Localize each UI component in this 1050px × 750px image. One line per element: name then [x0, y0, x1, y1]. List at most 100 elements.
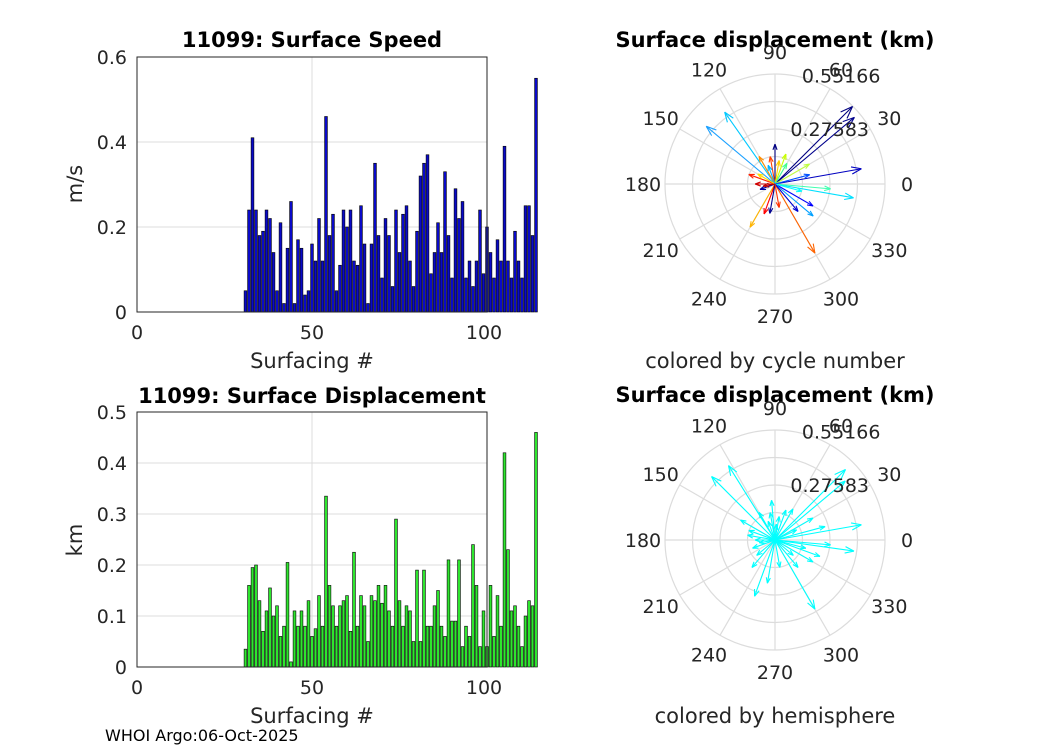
- polar-cycle-arrow: [763, 183, 776, 215]
- speed-bar: [446, 235, 451, 313]
- polar-cycle-arrow: [758, 155, 776, 185]
- polar-hemi-arrow: [774, 539, 831, 548]
- polar-cycle-arrow: [724, 111, 776, 185]
- disp-bar: [289, 661, 293, 668]
- disp-bar: [254, 564, 258, 668]
- disp-bar: [278, 636, 283, 668]
- disp-bar: [299, 610, 304, 668]
- speed-bar: [495, 239, 500, 313]
- polar-cycle-arrow: [754, 181, 775, 187]
- speed-bar: [523, 205, 528, 313]
- polar-cycle-radius-label: 0.55166: [802, 65, 881, 87]
- speed-bar: [355, 264, 360, 313]
- speed-bar: [317, 218, 321, 313]
- polar-hemi-arrow: [774, 539, 794, 556]
- speed-bar: [345, 226, 349, 313]
- speed-bar: [338, 264, 342, 313]
- disp-bar: [362, 605, 367, 668]
- disp-bar: [530, 605, 535, 668]
- polar-hemi-arrow: [740, 519, 776, 541]
- disp-bar: [285, 562, 290, 668]
- speed-bar: [488, 252, 493, 313]
- polar-cycle-angle-label: 240: [691, 288, 727, 310]
- disp-bar: [331, 605, 335, 668]
- speed-bar: [429, 273, 433, 313]
- speed-bar: [278, 222, 283, 313]
- polar-hemi-arrow: [754, 537, 775, 543]
- polar-cycle-arrow: [774, 162, 788, 185]
- speed-bar: [376, 235, 381, 313]
- speed-bar: [341, 209, 346, 313]
- speed-bar: [481, 273, 486, 313]
- disp-bar: [527, 600, 531, 668]
- polar-hemi-arrow: [769, 500, 776, 541]
- polar-cycle-arrow: [774, 166, 862, 185]
- polar-cycle-arrow: [774, 183, 803, 193]
- speed-bar: [247, 209, 251, 313]
- polar-cycle-angle-label: 270: [757, 306, 793, 328]
- disp-bar: [296, 625, 300, 668]
- polar-hemi-arrow: [711, 476, 776, 541]
- speed-bar: [471, 286, 475, 313]
- speed-bar: [366, 303, 370, 313]
- speed-ylabel: m/s: [63, 165, 87, 203]
- disp-bar: [257, 600, 262, 668]
- disp-bar: [306, 600, 311, 668]
- polar-cycle-labels: 0 30 60 90 120 150 180 210 240 270 300 330 0.27583 0.…: [625, 42, 913, 328]
- speed-bar: [408, 260, 412, 313]
- speed-bar: [324, 116, 328, 313]
- polar-hemi-arrow: [774, 539, 816, 610]
- disp-ytick: 0.2: [97, 555, 127, 577]
- polar-hemi-angle-label: 270: [757, 662, 793, 684]
- disp-bar: [520, 646, 524, 668]
- disp-bar: [380, 602, 384, 668]
- polar-hemi-arrow: [774, 522, 862, 541]
- disp-bar: [450, 620, 454, 668]
- polar-hemi-radius-label: 0.55166: [802, 421, 881, 443]
- polar-cycle-caption: colored by cycle number: [645, 349, 905, 373]
- disp-bar: [376, 585, 381, 668]
- disp-bar: [303, 625, 307, 668]
- disp-bar: [499, 625, 503, 668]
- polar-cycle-angle-label: 120: [691, 60, 727, 82]
- polar-hemi-angle-label: 210: [643, 596, 679, 618]
- polar-hemi-arrow: [756, 539, 776, 556]
- polar-cycle-angle-label: 150: [643, 108, 679, 130]
- disp-bar: [292, 610, 297, 668]
- disp-bar: [387, 610, 391, 668]
- speed-bar: [415, 230, 419, 313]
- speed-xtick: 50: [300, 322, 324, 344]
- disp-title: 11099: Surface Displacement: [138, 384, 486, 408]
- speed-bar: [373, 162, 377, 313]
- disp-ytick: 0.1: [97, 606, 127, 628]
- polar-hemi-arrow: [774, 539, 799, 568]
- polar-cycle-angle-label: 90: [763, 42, 787, 64]
- speed-bar: [250, 137, 255, 313]
- speed-bar: [457, 218, 461, 313]
- polar-cycle-angle-label: 330: [871, 240, 907, 262]
- polar-cycle-angle-label: 210: [643, 240, 679, 262]
- speed-bar: [509, 277, 514, 313]
- disp-bar: [345, 595, 349, 668]
- disp-bar: [268, 587, 272, 668]
- disp-bar: [369, 595, 374, 668]
- disp-bar: [373, 600, 377, 668]
- speed-bar: [436, 222, 440, 313]
- speed-bar: [418, 175, 423, 313]
- polar-cycle-angle-label: 30: [877, 108, 901, 130]
- speed-bar: [520, 277, 524, 313]
- speed-bar: [502, 145, 507, 313]
- polar-cycle-radius-label: 0.27583: [790, 119, 869, 141]
- speed-bar: [464, 277, 468, 313]
- speed-bar: [516, 260, 521, 313]
- polar-hemi-arrow: [767, 520, 776, 541]
- disp-bars: [243, 432, 538, 668]
- polar-cycle-arrow: [774, 153, 787, 185]
- speed-bar: [299, 247, 304, 313]
- speed-bar: [348, 209, 353, 313]
- disp-bar: [341, 600, 346, 668]
- speed-bar: [513, 230, 517, 313]
- polar-cycle-arrow: [705, 125, 776, 185]
- disp-bar: [474, 585, 479, 668]
- speed-bar: [439, 252, 444, 313]
